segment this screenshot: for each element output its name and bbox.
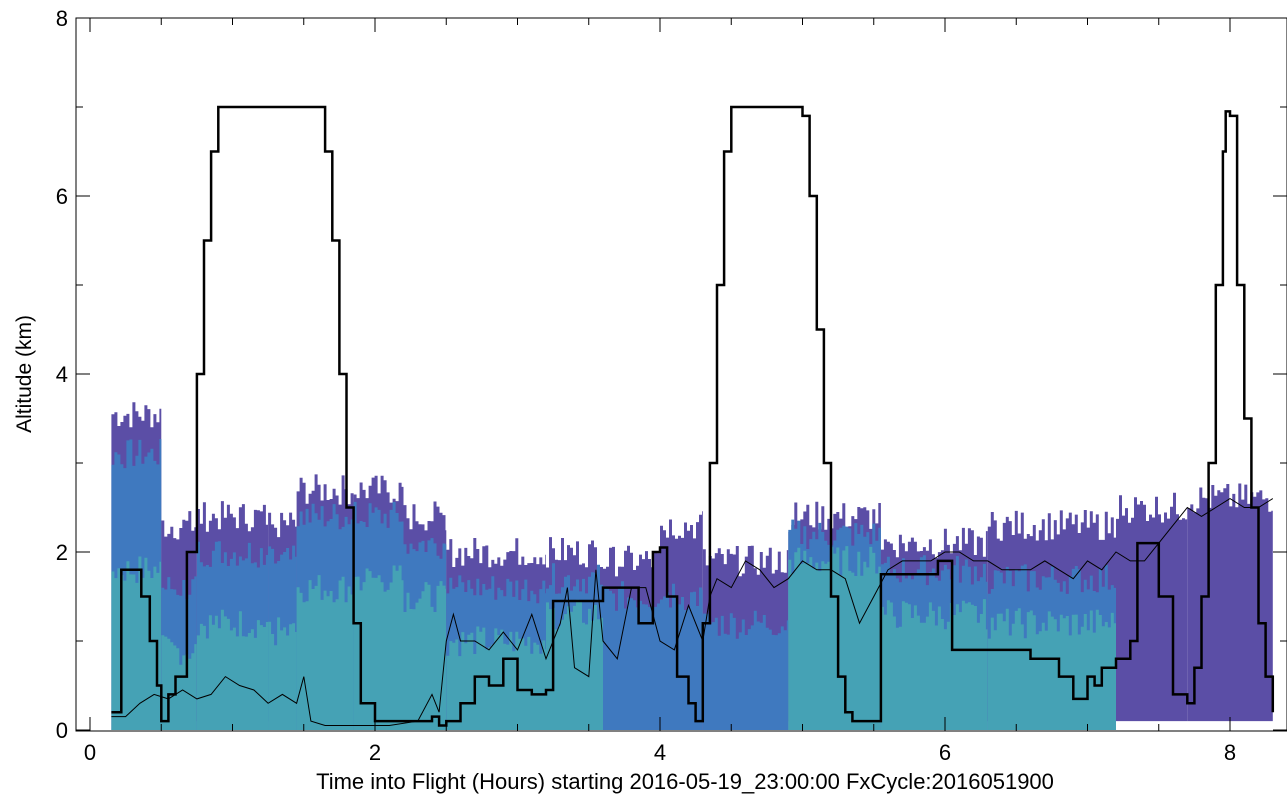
humidity-fill-layer [111,402,1273,730]
humidity-band-5-level-0 [353,565,404,730]
y-tick-label-8: 8 [56,6,68,31]
x-axis-label: Time into Flight (Hours) starting 2016-0… [316,769,1054,794]
humidity-band-14-level-0 [987,608,1116,730]
y-tick-label-6: 6 [56,184,68,209]
y-tick-label-0: 0 [56,718,68,743]
x-tick-label-8: 8 [1224,740,1236,765]
humidity-band-15-level-2 [1116,492,1188,722]
humidity-band-11-level-1 [702,610,789,730]
humidity-band-12-level-0 [788,546,881,730]
altitude-series-thick-line [111,105,1275,727]
y-tick-label-4: 4 [56,362,68,387]
altitude-lines-layer [111,105,1275,727]
y-axis-label: Altitude (km) [13,315,36,433]
humidity-band-6-level-0 [403,581,447,730]
x-tick-label-2: 2 [369,740,381,765]
y-tick-label-2: 2 [56,540,68,565]
x-tick-label-6: 6 [939,740,951,765]
humidity-band-10-level-1 [660,583,703,730]
humidity-band-13-level-0 [880,599,988,730]
x-tick-label-4: 4 [654,740,666,765]
humidity-band-3-level-0 [268,617,297,730]
humidity-band-2-level-0 [196,609,269,730]
humidity-band-9-level-1 [603,581,660,730]
tick-layer: 0 2 4 6 8 0 2 4 6 8 [56,6,1287,765]
x-tick-label-0: 0 [84,740,96,765]
altitude-series-thin-line [111,498,1274,726]
humidity-band-16-level-2 [1187,483,1273,722]
humidity-band-4-level-0 [296,575,354,730]
